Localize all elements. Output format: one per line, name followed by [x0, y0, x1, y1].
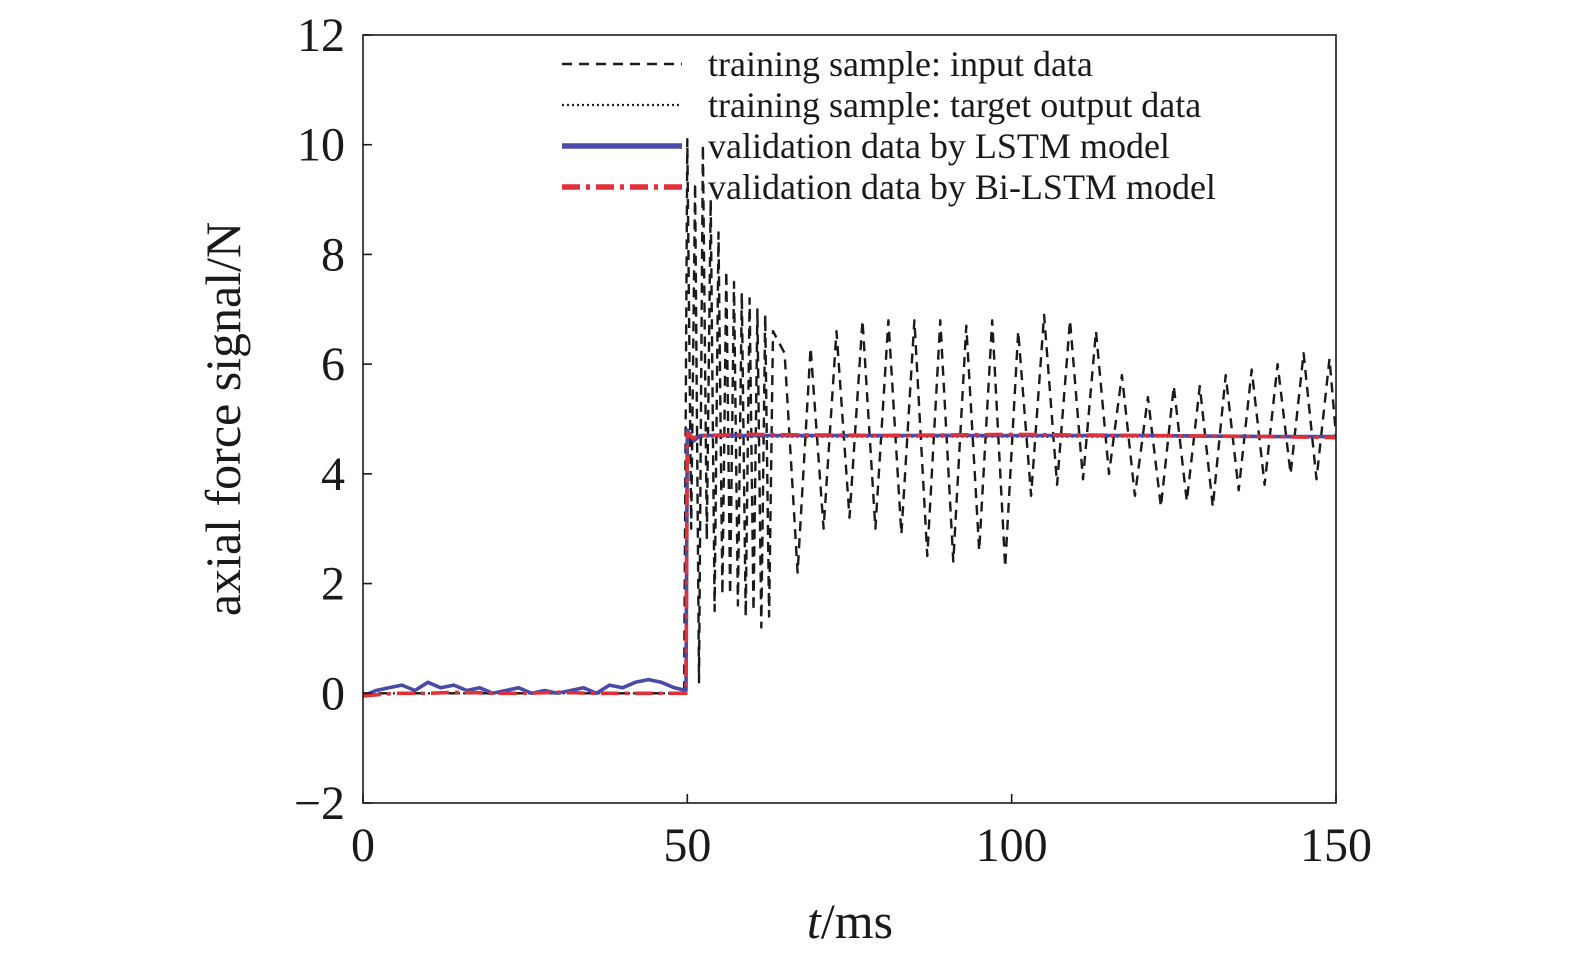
y-tick-label: 8 [321, 228, 345, 281]
y-tick-label: 0 [321, 667, 345, 720]
series-line-bilstm [363, 430, 1336, 698]
plot-frame [362, 34, 1337, 804]
y-tick-label: 6 [321, 338, 345, 391]
y-tick-label: 2 [321, 558, 345, 611]
x-tick-label: 150 [1300, 819, 1372, 872]
x-tick-label: 0 [351, 819, 375, 872]
x-tick-label: 100 [976, 819, 1048, 872]
x-axis-label: t/ms [807, 893, 893, 949]
y-tick-label: 4 [321, 448, 345, 501]
legend-label-bilstm: validation data by Bi-LSTM model [708, 167, 1216, 207]
legend-label-lstm: validation data by LSTM model [708, 126, 1170, 166]
series-line-input [363, 137, 1336, 695]
y-axis-label: axial force signal/N [195, 222, 251, 616]
y-tick-label: 10 [297, 119, 345, 172]
legend-label-target: training sample: target output data [708, 85, 1201, 125]
y-tick-label: −2 [294, 777, 345, 830]
legend-label-input: training sample: input data [708, 44, 1093, 84]
x-tick-label: 50 [663, 819, 711, 872]
series-layer [363, 137, 1336, 698]
y-tick-label: 12 [297, 9, 345, 62]
